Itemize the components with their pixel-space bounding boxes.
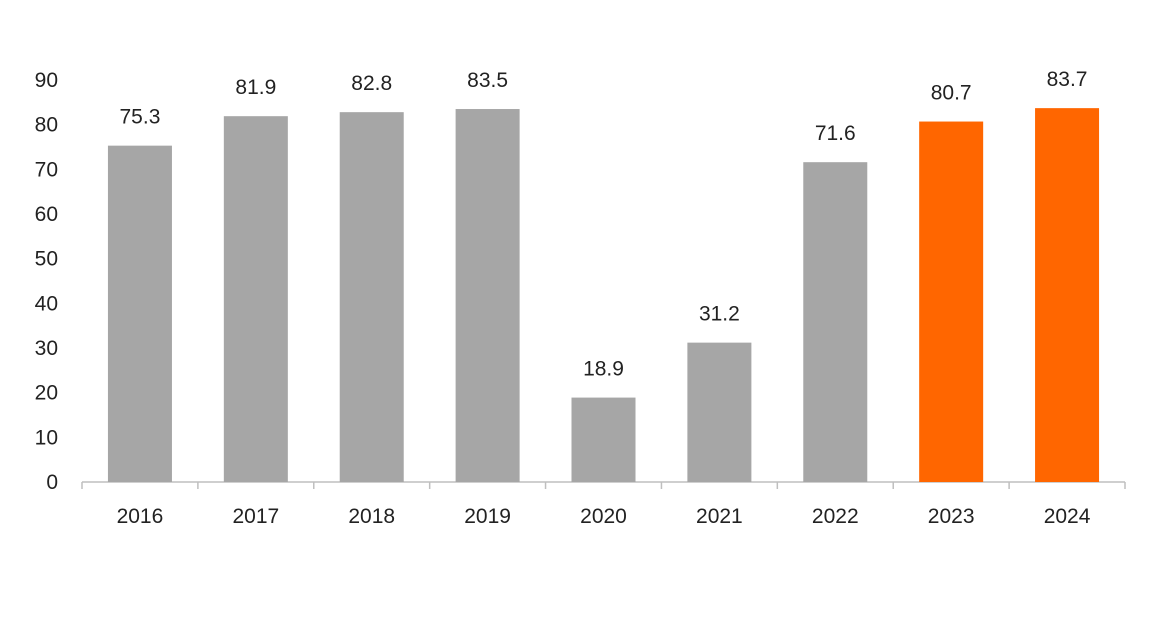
data-label-2016: 75.3 xyxy=(120,106,161,129)
x-axis-ticks: 2016 2017 2018 2019 2020 2021 2022 2023 2024 xyxy=(117,505,1091,528)
y-tick-label: 90 xyxy=(35,69,58,92)
x-tick-label: 2019 xyxy=(464,505,511,528)
bars xyxy=(107,108,1100,483)
y-tick-label: 30 xyxy=(35,337,58,360)
data-label-2018: 82.8 xyxy=(351,72,392,95)
bar-2022 xyxy=(803,162,868,483)
y-tick-label: 70 xyxy=(35,158,58,181)
bar-2024 xyxy=(1035,108,1100,482)
x-tick-label: 2017 xyxy=(232,505,279,528)
x-axis xyxy=(81,481,1126,489)
x-tick-label: 2024 xyxy=(1044,505,1091,528)
x-tick-label: 2021 xyxy=(696,505,743,528)
bar-2023 xyxy=(919,121,984,482)
data-label-2017: 81.9 xyxy=(235,76,276,99)
y-tick-label: 40 xyxy=(35,292,58,315)
x-tick-label: 2018 xyxy=(348,505,395,528)
data-label-2019: 83.5 xyxy=(467,69,508,92)
bar-2016 xyxy=(107,145,172,482)
x-tick-label: 2023 xyxy=(928,505,975,528)
bar-2017 xyxy=(223,116,288,483)
bar-2020 xyxy=(571,397,636,482)
data-label-2022: 71.6 xyxy=(815,122,856,145)
data-label-2021: 31.2 xyxy=(699,303,740,326)
data-label-2020: 18.9 xyxy=(583,358,624,381)
bar-2021 xyxy=(687,342,752,482)
y-axis-ticks: 0 10 20 30 40 50 60 70 80 90 xyxy=(35,69,58,494)
data-label-2023: 80.7 xyxy=(931,82,972,105)
data-labels: 75.3 81.9 82.8 83.5 18.9 31.2 71.6 80.7 83.7 xyxy=(120,68,1088,380)
y-tick-label: 60 xyxy=(35,203,58,226)
y-tick-label: 20 xyxy=(35,382,58,405)
bar-2018 xyxy=(339,112,404,482)
y-tick-label: 10 xyxy=(35,426,58,449)
x-tick-label: 2020 xyxy=(580,505,627,528)
x-tick-label: 2022 xyxy=(812,505,859,528)
x-tick-label: 2016 xyxy=(117,505,164,528)
y-tick-label: 80 xyxy=(35,114,58,137)
bar-2019 xyxy=(455,109,520,483)
data-label-2024: 83.7 xyxy=(1047,68,1088,91)
y-tick-label: 0 xyxy=(46,471,58,494)
y-tick-label: 50 xyxy=(35,248,58,271)
